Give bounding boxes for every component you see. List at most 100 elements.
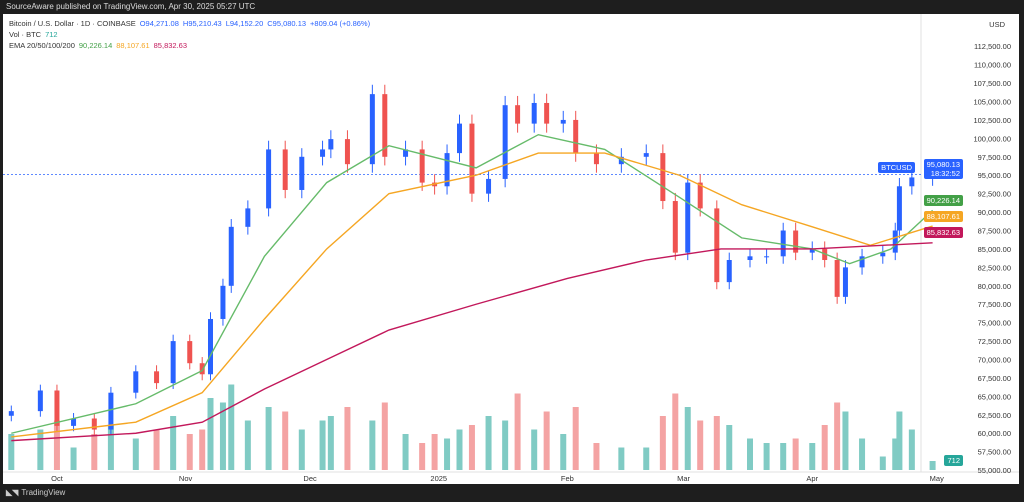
volume-bar xyxy=(543,411,550,470)
volume-bar xyxy=(879,456,886,470)
volume-bar xyxy=(265,407,272,470)
candle xyxy=(726,260,732,283)
y-tick-label: 87,500.00 xyxy=(978,227,1011,236)
volume-bar xyxy=(37,429,44,470)
symbol-title: Bitcoin / U.S. Dollar · 1D · COINBASE xyxy=(9,19,136,28)
volume-bar xyxy=(572,407,579,470)
volume-bar xyxy=(456,429,463,470)
candle xyxy=(299,156,305,190)
volume-bar xyxy=(327,416,334,470)
candle xyxy=(880,252,886,257)
volume-bar xyxy=(107,425,114,470)
volume-bar xyxy=(672,393,679,470)
volume-bar xyxy=(560,434,567,470)
candle xyxy=(809,248,815,253)
candle xyxy=(593,153,599,165)
volume-bar xyxy=(684,407,691,470)
ema20-value: 90,226.14 xyxy=(78,41,113,50)
volume-bar xyxy=(892,438,899,470)
y-tick-label: 55,000.00 xyxy=(978,466,1011,475)
candle xyxy=(133,371,139,393)
volume-label: Vol · BTC xyxy=(9,30,42,39)
volume-bar xyxy=(70,447,77,470)
x-tick-label: Apr xyxy=(806,474,818,483)
y-tick-label: 72,500.00 xyxy=(978,337,1011,346)
candle xyxy=(842,267,848,297)
candle xyxy=(764,256,770,258)
volume-bar xyxy=(369,420,376,470)
chart-panel[interactable]: Bitcoin / U.S. Dollar · 1D · COINBASE O94… xyxy=(3,14,1019,484)
ema-line-ema20 xyxy=(11,133,934,434)
volume-bar xyxy=(726,425,733,470)
candle xyxy=(403,149,409,157)
volume-bar xyxy=(747,438,753,470)
high-value: H95,210.43 xyxy=(182,19,222,28)
candle xyxy=(419,149,425,183)
candle xyxy=(457,123,462,154)
y-tick-label: 80,000.00 xyxy=(978,282,1011,291)
volume-bar xyxy=(763,443,770,470)
x-tick-label: Dec xyxy=(303,474,317,483)
x-tick-label: 2025 xyxy=(430,474,447,483)
volume-bar xyxy=(344,407,351,470)
ema-line-ema200 xyxy=(11,242,933,442)
x-tick-label: May xyxy=(930,474,944,483)
y-tick-label: 92,500.00 xyxy=(978,190,1011,199)
y-tick-label: 82,500.00 xyxy=(978,263,1011,272)
price-chart[interactable]: 112,500.00 110,000.00 107,500.00 105,000.00… xyxy=(3,14,1019,484)
volume-bar xyxy=(153,429,160,470)
volume-bar xyxy=(531,429,538,470)
candle xyxy=(54,390,60,426)
ema50-value: 88,107.61 xyxy=(116,41,150,50)
volume-bar xyxy=(485,416,492,470)
volume-bar xyxy=(713,416,720,470)
volume-bar xyxy=(132,438,139,470)
ema20-tag: 90,226.14 xyxy=(923,195,963,206)
last-price: 95,080.13 xyxy=(926,160,960,169)
chart-legend: Bitcoin / U.S. Dollar · 1D · COINBASE O94… xyxy=(9,18,374,51)
candle xyxy=(71,418,77,426)
x-tick-label: Mar xyxy=(677,474,690,483)
volume-bar xyxy=(908,429,915,470)
volume-bar xyxy=(228,384,235,470)
candle xyxy=(672,201,678,253)
candle xyxy=(369,94,375,165)
volume-bar xyxy=(697,420,704,470)
volume-bar xyxy=(402,434,409,470)
candle xyxy=(573,119,579,154)
candle xyxy=(714,208,720,283)
volume-bar xyxy=(514,393,521,470)
close-value: C95,080.13 xyxy=(267,19,307,28)
volume-bar xyxy=(593,443,600,470)
candle xyxy=(697,182,703,209)
y-tick-label: 77,500.00 xyxy=(978,300,1011,309)
volume-bar xyxy=(821,425,828,470)
volume-bar xyxy=(502,420,509,470)
volume-bar xyxy=(896,411,903,470)
candle xyxy=(834,260,840,297)
ema-label: EMA 20/50/100/200 xyxy=(9,41,75,50)
y-tick-label: 62,500.00 xyxy=(978,411,1011,420)
candle xyxy=(108,392,114,430)
y-tick-label: 60,000.00 xyxy=(978,429,1011,438)
y-tick-label: 100,000.00 xyxy=(973,134,1011,143)
x-tick-label: Nov xyxy=(179,474,193,483)
y-tick-label: 75,000.00 xyxy=(978,319,1011,328)
candle xyxy=(208,318,213,375)
ema200-tag: 85,832.63 xyxy=(923,227,963,238)
candle xyxy=(266,149,272,209)
volume-bar xyxy=(244,420,251,470)
y-tick-label: 85,000.00 xyxy=(978,245,1011,254)
candle xyxy=(515,105,521,124)
y-tick-label: 70,000.00 xyxy=(978,356,1011,365)
volume-bar xyxy=(298,429,305,470)
candle xyxy=(486,178,492,194)
y-tick-label: 90,000.00 xyxy=(978,208,1011,217)
symbol-tag: BTCUSD xyxy=(878,162,915,173)
ema-line-ema50 xyxy=(11,152,933,438)
last-price-tag: 95,080.13 18:32:52 xyxy=(923,159,963,179)
volume-bar xyxy=(643,447,650,470)
candle xyxy=(560,119,566,124)
y-tick-label: 67,500.00 xyxy=(978,374,1011,383)
volume-bar xyxy=(381,402,388,470)
